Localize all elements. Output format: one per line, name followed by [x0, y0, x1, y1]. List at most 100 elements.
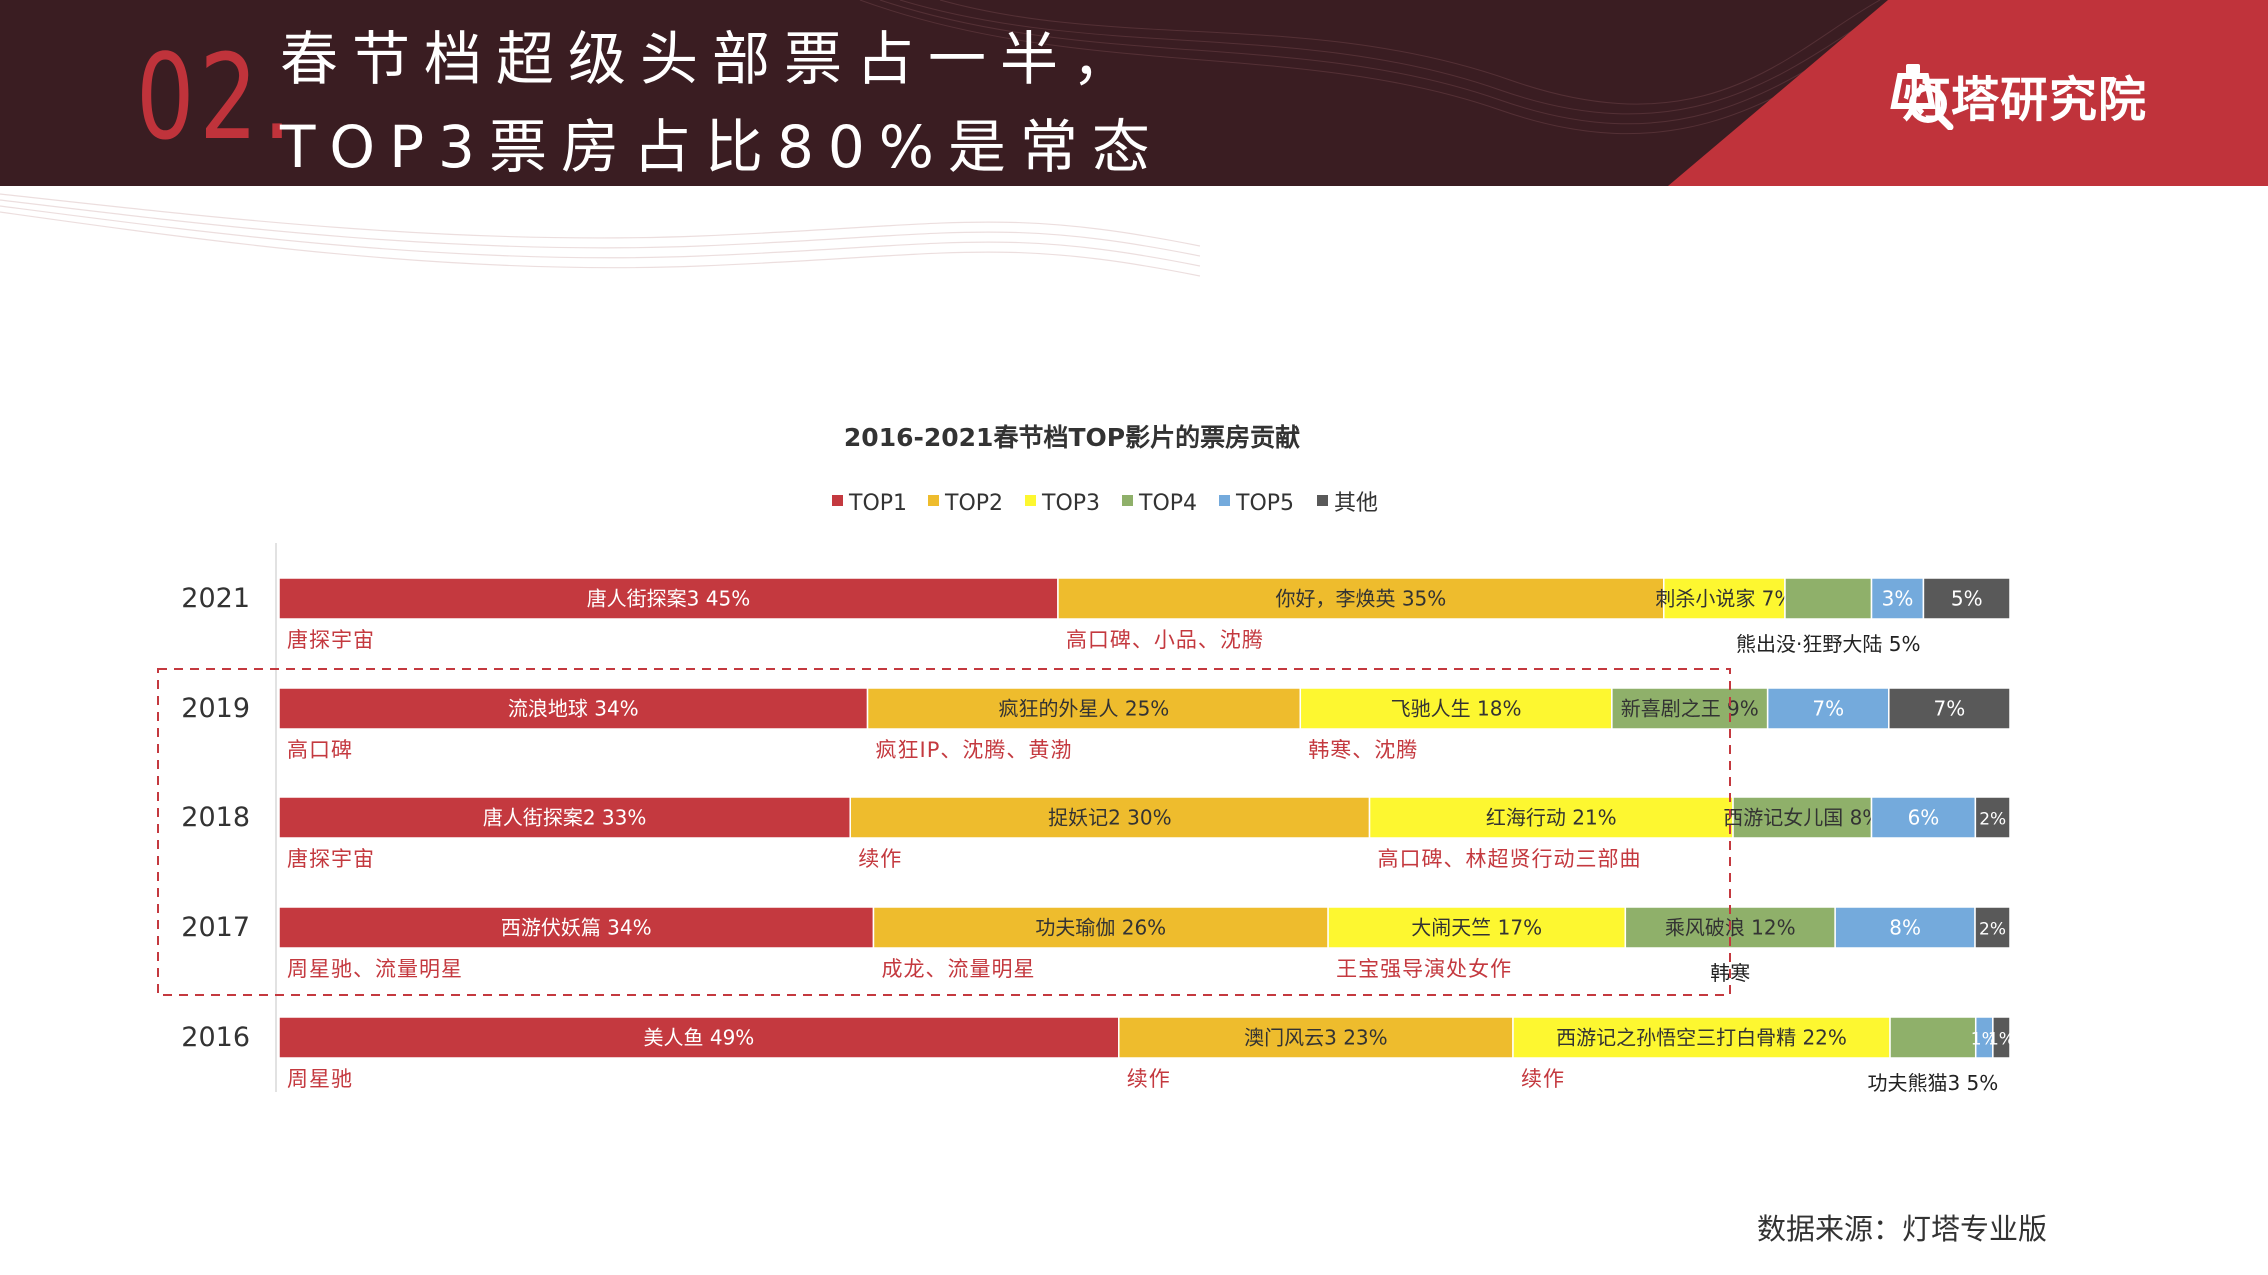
bar-label-2017-TOP5: 8% — [1889, 916, 1921, 940]
bar-label-2017-TOP1: 西游伏妖篇 34% — [501, 916, 652, 940]
header-decoration — [859, 0, 2268, 186]
bar-label-2018-TOP3: 红海行动 21% — [1486, 806, 1617, 830]
bar-2017-TOP5 — [1834, 906, 1976, 949]
bar-label-2021-TOP3: 刺杀小说家 7% — [1655, 587, 1793, 611]
decorative-wave — [0, 193, 1200, 277]
bar-label-2019-其他: 7% — [1934, 697, 1966, 721]
bar-2021-TOP1 — [278, 577, 1059, 620]
lighthouse-logo-icon — [1890, 64, 1954, 130]
annotation-2021-TOP1: 唐探宇宙 — [287, 628, 375, 652]
brand-logo: 灯塔研究院 — [1888, 60, 2147, 130]
section-number: 02. — [136, 28, 297, 166]
annotation-2016-TOP2: 续作 — [1127, 1067, 1171, 1091]
bar-2017-TOP1 — [278, 906, 875, 949]
annotation-2018-TOP2: 续作 — [858, 847, 902, 871]
bar-label-2021-TOP1: 唐人街探案3 45% — [587, 587, 751, 611]
bar-label-2019-TOP3: 飞驰人生 18% — [1391, 697, 1522, 721]
chart-title: 2016-2021春节档TOP影片的票房贡献 — [844, 423, 1300, 452]
annotation-2018-TOP3: 高口碑、林超贤行动三部曲 — [1378, 847, 1642, 871]
bar-2017-其他 — [1974, 906, 2011, 949]
bar-2019-TOP1 — [278, 687, 869, 730]
legend-swatch-TOP2 — [928, 495, 939, 506]
bar-2018-其他 — [1974, 796, 2011, 839]
annotation-2019-TOP3: 韩寒、沈腾 — [1308, 738, 1418, 762]
bar-label-2016-其他: 1% — [1988, 1030, 2015, 1050]
bar-label-2018-TOP4: 西游记女儿国 8% — [1723, 806, 1881, 830]
bar-label-2019-TOP2: 疯狂的外星人 25% — [999, 697, 1170, 721]
bar-2016-TOP3 — [1512, 1016, 1891, 1059]
annotation-2017-TOP3: 王宝强导演处女作 — [1336, 957, 1512, 981]
bar-label-2016-TOP2: 澳门风云3 23% — [1244, 1026, 1388, 1050]
legend-label-TOP2: TOP2 — [944, 491, 1003, 516]
legend-label-TOP5: TOP5 — [1235, 491, 1294, 516]
annotation-2019-TOP1: 高口碑 — [287, 738, 353, 762]
bar-2019-TOP4 — [1611, 687, 1769, 730]
bar-2016-其他 — [1992, 1016, 2011, 1059]
bar-2021-TOP3 — [1663, 577, 1786, 620]
bar-2016-TOP1 — [278, 1016, 1120, 1059]
header-red-wedge — [1668, 0, 2268, 186]
legend-swatch-其他 — [1317, 495, 1328, 506]
bar-label-2018-TOP1: 唐人街探案2 33% — [483, 806, 647, 830]
bar-2021-其他 — [1922, 577, 2011, 620]
bar-2019-其他 — [1888, 687, 2011, 730]
bar-label-2019-TOP5: 7% — [1812, 697, 1844, 721]
bar-2021-TOP2 — [1057, 577, 1665, 620]
legend-swatch-TOP5 — [1219, 495, 1230, 506]
bar-label-2017-TOP3: 大闹天竺 17% — [1411, 916, 1542, 940]
chart-legend: TOP1 TOP2 TOP3 TOP4 TOP5 其他 — [832, 491, 1378, 516]
bar-2016-TOP4 — [1889, 1016, 1977, 1059]
legend-swatch-TOP3 — [1025, 495, 1036, 506]
bar-label-2019-TOP1: 流浪地球 34% — [508, 697, 639, 721]
bar-label-2018-其他: 2% — [1979, 810, 2006, 830]
bar-label-2021-TOP5: 3% — [1882, 587, 1914, 611]
bar-label-2016-TOP1: 美人鱼 49% — [643, 1026, 754, 1050]
highlight-dashed-box — [157, 668, 1731, 996]
annotation-2021-TOP2: 高口碑、小品、沈腾 — [1066, 628, 1264, 652]
category-label-2016: 2016 — [181, 1022, 250, 1053]
bar-2018-TOP3 — [1368, 796, 1734, 839]
bar-label-2021-其他: 5% — [1951, 587, 1983, 611]
category-label-2018: 2018 — [181, 802, 250, 833]
page-title-line2: TOP3票房占比80%是常态 — [280, 113, 1164, 181]
bar-2018-TOP5 — [1870, 796, 1977, 839]
bar-2018-TOP4 — [1732, 796, 1873, 839]
annotation-2016-TOP1: 周星驰 — [287, 1067, 353, 1091]
category-label-2017: 2017 — [181, 912, 250, 943]
annotation-2019-TOP2: 疯狂IP、沈腾、黄渤 — [876, 738, 1073, 762]
bar-2017-TOP3 — [1327, 906, 1627, 949]
bars-group: 2021 唐人街探案3 45% 唐探宇宙 你好，李焕英 35% 高口碑、小品、沈腾 刺杀小… — [181, 577, 2015, 1095]
bar-label-2017-TOP2: 功夫瑜伽 26% — [1035, 916, 1166, 940]
bar-label-2018-TOP2: 捉妖记2 30% — [1048, 806, 1172, 830]
bar-2019-TOP5 — [1766, 687, 1890, 730]
bar-label-2018-TOP5: 6% — [1908, 806, 1940, 830]
legend-swatch-TOP1 — [832, 495, 843, 506]
legend-swatch-TOP4 — [1122, 495, 1133, 506]
bar-label-2021-TOP2: 你好，李焕英 35% — [1275, 587, 1446, 611]
legend-label-TOP4: TOP4 — [1138, 491, 1197, 516]
bar-label-2017-其他: 2% — [1979, 920, 2006, 940]
bar-2021-TOP4 — [1784, 577, 1873, 620]
category-label-2021: 2021 — [181, 583, 250, 614]
category-label-2019: 2019 — [181, 693, 250, 724]
bar-2018-TOP2 — [849, 796, 1371, 839]
legend-label-TOP1: TOP1 — [848, 491, 907, 516]
bar-label-2016-TOP3: 西游记之孙悟空三打白骨精 22% — [1556, 1026, 1847, 1050]
annotation-2018-TOP1: 唐探宇宙 — [287, 847, 375, 871]
legend-label-其他: 其他 — [1334, 491, 1378, 516]
annotation-2016-TOP4: 功夫熊猫3 5% — [1867, 1071, 1998, 1095]
annotation-2016-TOP3: 续作 — [1521, 1067, 1565, 1091]
source-note: 数据来源：灯塔专业版 — [1757, 1212, 2048, 1246]
page-title-line1: 春节档超级头部票占一半， — [280, 25, 1145, 93]
annotation-2017-TOP1: 周星驰、流量明星 — [287, 957, 463, 981]
bar-label-2019-TOP4: 新喜剧之王 9% — [1621, 697, 1759, 721]
bar-2016-TOP2 — [1118, 1016, 1514, 1059]
bar-label-2016-TOP5: 1% — [1971, 1030, 1998, 1050]
bar-2018-TOP1 — [278, 796, 851, 839]
legend-label-TOP3: TOP3 — [1041, 491, 1100, 516]
bar-2019-TOP2 — [866, 687, 1302, 730]
header-banner: 02. 春节档超级头部票占一半， TOP3票房占比80%是常态 灯塔研究院 — [0, 0, 2268, 186]
annotation-2021-TOP4: 熊出没·狂野大陆 5% — [1736, 632, 1920, 656]
annotation-2017-TOP2: 成龙、流量明星 — [881, 957, 1035, 981]
